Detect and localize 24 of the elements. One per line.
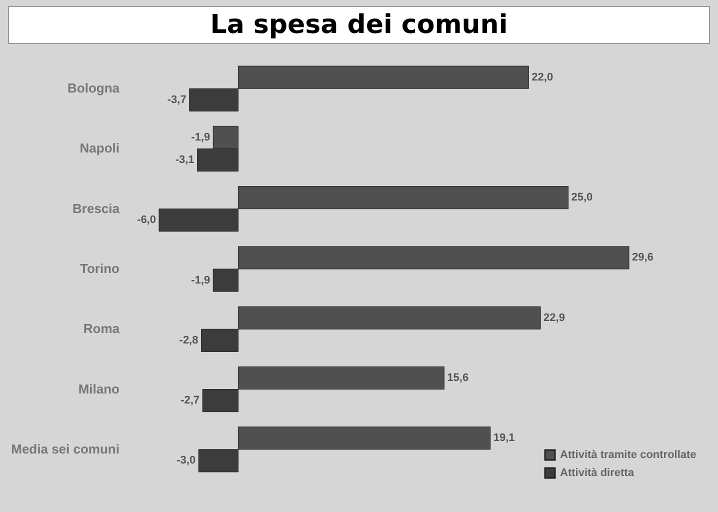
data-label: -2,8 [179,334,198,346]
y-tick-label: Roma [83,321,120,336]
data-label: 22,0 [532,71,554,84]
legend-label: Attività diretta [560,467,635,479]
legend-label: Attività tramite controllate [560,449,696,461]
data-label: 15,6 [447,372,469,384]
y-tick-label: Milano [78,381,120,396]
y-tick-label: Bologna [68,80,120,96]
data-label: -1,9 [191,274,210,286]
y-tick-label: Media sei comuni [11,441,120,456]
y-tick-label: Torino [80,261,120,276]
data-label: 22,9 [544,312,565,324]
data-label: -6,0 [137,214,156,226]
data-label: -3,1 [175,154,194,166]
data-label: 19,1 [493,432,515,444]
data-label: 25,0 [571,192,593,204]
data-label: -3,0 [176,454,196,467]
y-tick-label: Brescia [72,200,120,216]
chart-title: La spesa dei comuni [8,6,710,44]
data-label: -1,9 [191,131,210,144]
data-label: 29,6 [632,252,654,264]
data-label: -2,7 [180,394,200,407]
data-label: -3,7 [167,94,186,106]
y-tick-label: Napoli [80,140,120,156]
